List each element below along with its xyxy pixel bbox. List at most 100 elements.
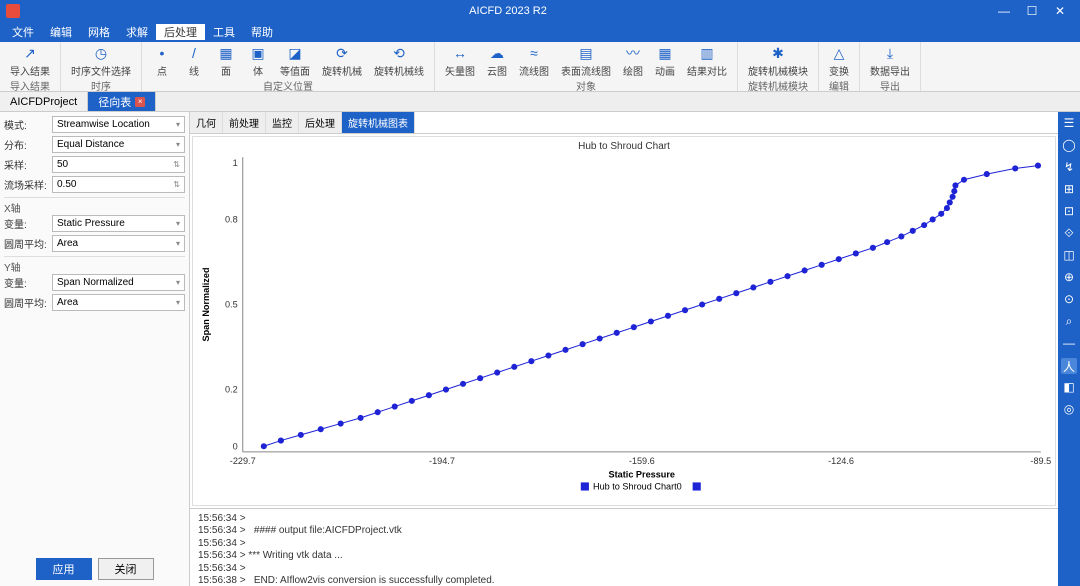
ribbon-云图[interactable]: ☁云图 (483, 44, 511, 78)
ribbon-变换[interactable]: △变换 (825, 44, 853, 78)
dist-select[interactable]: Equal Distance▾ (52, 136, 185, 153)
tab-AICFDProject[interactable]: AICFDProject (0, 92, 88, 111)
maximize-button[interactable]: ☐ (1018, 4, 1046, 18)
apply-button[interactable]: 应用 (36, 558, 92, 580)
云图-icon: ☁ (488, 44, 506, 62)
ribbon-面[interactable]: ▦面 (212, 44, 240, 78)
ribbon-结果对比[interactable]: ▥结果对比 (683, 44, 731, 78)
svg-text:Hub to Shroud Chart0: Hub to Shroud Chart0 (593, 482, 682, 492)
flowsample-input[interactable]: 0.50⇅ (52, 176, 185, 193)
ribbon-时序文件选择[interactable]: ◷时序文件选择 (67, 44, 135, 78)
console-line: 15:56:34 > (198, 513, 1050, 526)
sample-input[interactable]: 50⇅ (52, 156, 185, 173)
mode-select[interactable]: Streamwise Location▾ (52, 116, 185, 133)
close-button[interactable]: ✕ (1046, 4, 1074, 18)
旋转机械模块-icon: ✱ (769, 44, 787, 62)
close-panel-button[interactable]: 关闭 (98, 558, 154, 580)
righttool-6[interactable]: ◫ (1061, 248, 1077, 264)
viewtab-旋转机械图表[interactable]: 旋转机械图表 (342, 112, 415, 133)
ribbon-旋转机械模块[interactable]: ✱旋转机械模块 (744, 44, 812, 78)
y-axis-group: Y轴 (4, 256, 185, 274)
数据导出-icon: ⤓ (881, 44, 899, 62)
ribbon-等值面[interactable]: ◪等值面 (276, 44, 314, 78)
svg-text:-229.7: -229.7 (230, 456, 256, 466)
xavg-select[interactable]: Area▾ (52, 235, 185, 252)
righttool-11[interactable]: 人 (1061, 358, 1077, 374)
hub-to-shroud-chart: -229.7-194.7-159.6-124.6-89.500.20.50.81… (197, 152, 1051, 498)
面-icon: ▦ (217, 44, 235, 62)
线-icon: / (185, 44, 203, 62)
等值面-icon: ◪ (286, 44, 304, 62)
ribbon-流线图[interactable]: ≈流线图 (515, 44, 553, 78)
righttool-8[interactable]: ⊙ (1061, 292, 1077, 308)
chart-title: Hub to Shroud Chart (197, 141, 1051, 152)
ribbon-旋转机械[interactable]: ⟳旋转机械 (318, 44, 366, 78)
yvar-label: 变量: (4, 275, 52, 290)
righttool-4[interactable]: ⊡ (1061, 204, 1077, 220)
ribbon-表面流线图[interactable]: ▤表面流线图 (557, 44, 615, 78)
menu-bar: 文件编辑网格求解后处理工具帮助 (0, 22, 1080, 42)
viewtab-监控[interactable]: 监控 (266, 112, 299, 133)
矢量图-icon: ↔ (451, 44, 469, 62)
righttool-5[interactable]: ⟐ (1061, 226, 1077, 242)
righttool-1[interactable]: ◯ (1061, 138, 1077, 154)
viewtab-前处理[interactable]: 前处理 (223, 112, 266, 133)
ribbon-矢量图[interactable]: ↔矢量图 (441, 44, 479, 78)
menu-文件[interactable]: 文件 (4, 24, 42, 40)
ribbon-导入结果[interactable]: ↗导入结果 (6, 44, 54, 78)
yavg-select[interactable]: Area▾ (52, 294, 185, 311)
console-line: 15:56:34 > (198, 538, 1050, 551)
ribbon-点[interactable]: •点 (148, 44, 176, 78)
console-line: 15:56:34 > #### output file:AICFDProject… (198, 525, 1050, 538)
结果对比-icon: ▥ (698, 44, 716, 62)
svg-text:0.2: 0.2 (225, 385, 238, 395)
点-icon: • (153, 44, 171, 62)
righttool-3[interactable]: ⊞ (1061, 182, 1077, 198)
xvar-select[interactable]: Static Pressure▾ (52, 215, 185, 232)
绘图-icon: 〰 (624, 44, 642, 62)
yvar-select[interactable]: Span Normalized▾ (52, 274, 185, 291)
svg-text:Span Normalized: Span Normalized (201, 267, 211, 341)
righttool-0[interactable]: ☰ (1061, 116, 1077, 132)
righttool-9[interactable]: ⌕ (1061, 314, 1077, 330)
svg-text:0.5: 0.5 (225, 300, 238, 310)
righttool-12[interactable]: ◧ (1061, 380, 1077, 396)
righttool-2[interactable]: ↯ (1061, 160, 1077, 176)
menu-后处理[interactable]: 后处理 (156, 24, 205, 40)
minimize-button[interactable]: — (990, 4, 1018, 18)
properties-form: 模式: Streamwise Location▾ 分布: Equal Dista… (0, 112, 189, 552)
menu-帮助[interactable]: 帮助 (243, 24, 281, 40)
righttool-13[interactable]: ◎ (1061, 402, 1077, 418)
ribbon-体[interactable]: ▣体 (244, 44, 272, 78)
mode-label: 模式: (4, 117, 52, 132)
ribbon-数据导出[interactable]: ⤓数据导出 (866, 44, 914, 78)
ribbon-动画[interactable]: ▦动画 (651, 44, 679, 78)
x-axis-group: X轴 (4, 197, 185, 215)
ribbon-线[interactable]: /线 (180, 44, 208, 78)
sample-label: 采样: (4, 157, 52, 172)
svg-text:0.8: 0.8 (225, 214, 238, 224)
close-tab-icon[interactable]: × (135, 97, 145, 107)
viewtab-几何[interactable]: 几何 (190, 112, 223, 133)
project-tabs: AICFDProject径向表× (0, 92, 1080, 112)
yavg-label: 圆周平均: (4, 295, 52, 310)
tab-径向表[interactable]: 径向表× (88, 92, 156, 111)
viewtab-后处理[interactable]: 后处理 (299, 112, 342, 133)
console-line: 15:56:34 > *** Writing vtk data ... (198, 550, 1050, 563)
righttool-7[interactable]: ⊕ (1061, 270, 1077, 286)
旋转机械线-icon: ⟲ (390, 44, 408, 62)
流线图-icon: ≈ (525, 44, 543, 62)
ribbon-绘图[interactable]: 〰绘图 (619, 44, 647, 78)
ribbon-旋转机械线[interactable]: ⟲旋转机械线 (370, 44, 428, 78)
console-line: 15:56:38 > END: AIflow2vis conversion is… (198, 575, 1050, 586)
menu-求解[interactable]: 求解 (118, 24, 156, 40)
动画-icon: ▦ (656, 44, 674, 62)
dist-label: 分布: (4, 137, 52, 152)
menu-工具[interactable]: 工具 (205, 24, 243, 40)
时序文件选择-icon: ◷ (92, 44, 110, 62)
menu-网格[interactable]: 网格 (80, 24, 118, 40)
righttool-10[interactable]: — (1061, 336, 1077, 352)
menu-编辑[interactable]: 编辑 (42, 24, 80, 40)
app-title: AICFD 2023 R2 (26, 5, 990, 17)
flowsample-label: 流场采样: (4, 177, 52, 192)
